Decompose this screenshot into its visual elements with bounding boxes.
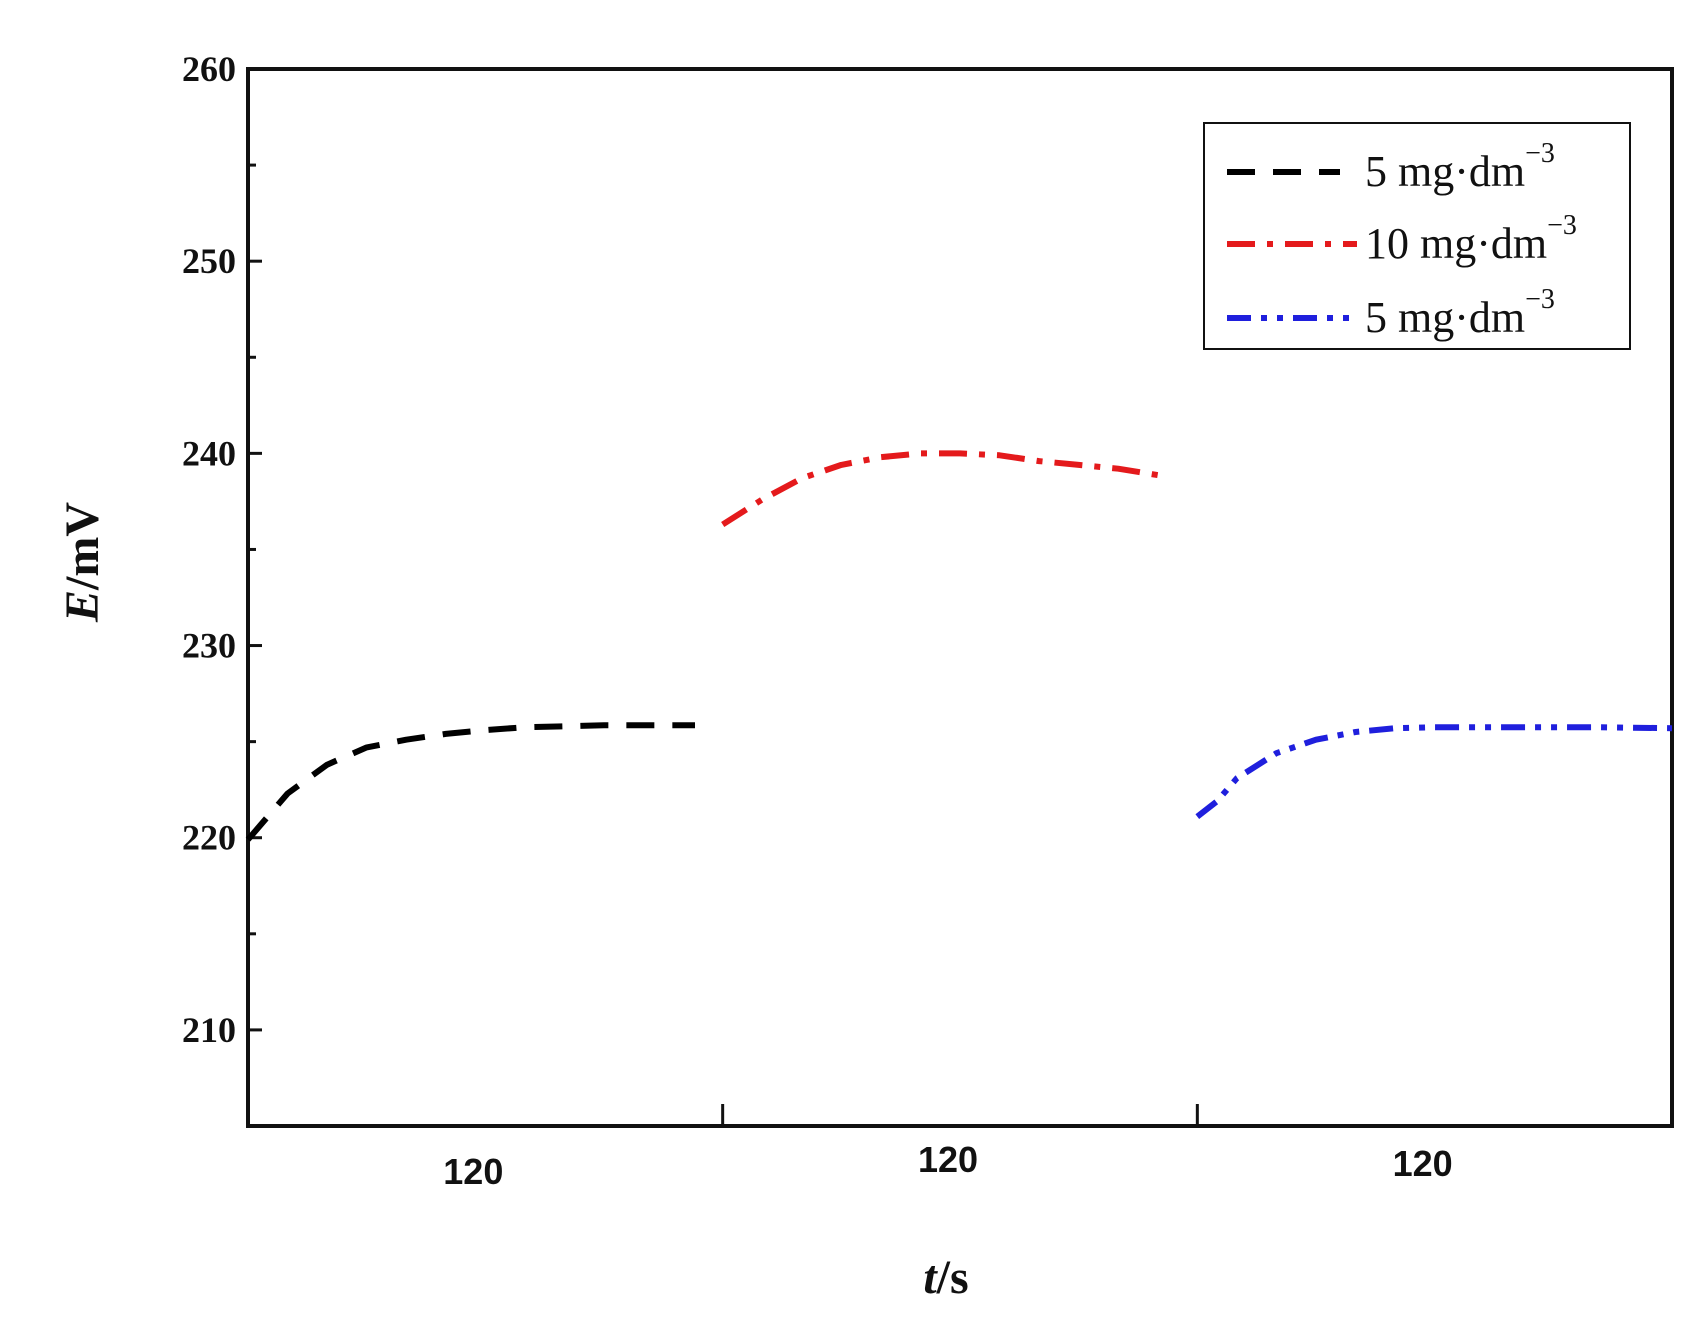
legend-label-3-text: 5 mg·dm (1365, 293, 1525, 342)
y-axis-title-var: E (56, 590, 109, 623)
legend-entry-2: 10 mg·dm−3 (1227, 210, 1577, 268)
legend-label-1-text: 5 mg·dm (1365, 147, 1525, 196)
y-tick-label: 210 (182, 1010, 236, 1050)
x-axis-title: t/s (923, 1251, 968, 1304)
y-tick-label: 220 (182, 818, 236, 858)
x-axis-ticks: 120 120 120 (443, 1104, 1453, 1192)
legend: 5 mg·dm−3 10 mg·dm−3 5 mg·dm−3 (1203, 122, 1631, 350)
series-layer (245, 450, 1673, 842)
legend-entry-1: 5 mg·dm−3 (1227, 138, 1555, 196)
y-tick-label: 230 (182, 626, 236, 666)
legend-label-3-exp: −3 (1525, 284, 1555, 315)
legend-box (1203, 122, 1631, 350)
x-segment-label: 120 (1393, 1143, 1453, 1184)
y-axis-title: E/mV (56, 502, 109, 623)
x-segment-label: 120 (918, 1139, 978, 1180)
legend-label-1: 5 mg·dm−3 (1365, 138, 1555, 196)
series-line-3 (1195, 724, 1673, 819)
x-segment-label: 120 (443, 1151, 503, 1192)
series-line-1 (245, 722, 695, 842)
y-tick-label: 250 (182, 241, 236, 281)
legend-label-2: 10 mg·dm−3 (1365, 210, 1577, 268)
series-line-2 (721, 450, 1167, 528)
y-axis-ticks: 210 220 230 240 250 260 (182, 49, 262, 1050)
y-tick-label: 260 (182, 49, 236, 89)
legend-label-2-exp: −3 (1547, 210, 1577, 241)
legend-entry-3: 5 mg·dm−3 (1227, 284, 1555, 342)
y-tick-label: 240 (182, 433, 236, 473)
legend-label-2-text: 10 mg·dm (1365, 219, 1547, 268)
x-axis-title-unit: /s (936, 1251, 969, 1304)
x-axis-title-var: t (923, 1251, 938, 1304)
legend-label-3: 5 mg·dm−3 (1365, 284, 1555, 342)
y-axis-title-unit: /mV (56, 502, 109, 591)
plot-frame (246, 67, 1674, 1128)
legend-label-1-exp: −3 (1525, 138, 1555, 169)
